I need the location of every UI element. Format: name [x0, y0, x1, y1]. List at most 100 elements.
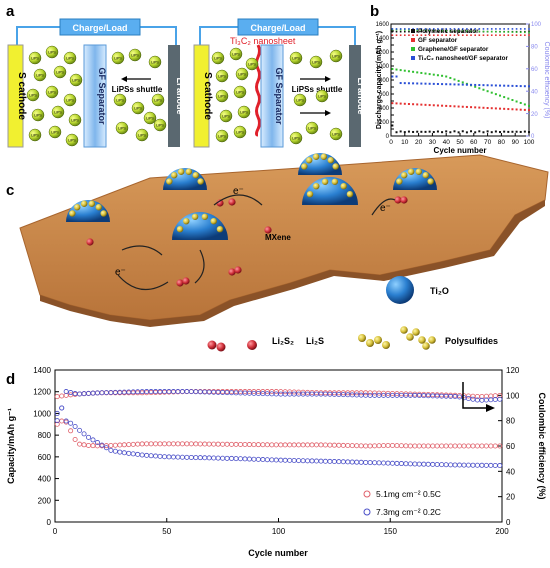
- panel-b-capacity-point: [445, 83, 448, 86]
- panel-b-capacity-point: [453, 78, 456, 81]
- lips-ball: [131, 101, 145, 115]
- panel-b-efficiency-point: [499, 28, 501, 30]
- panel-b-capacity-point: [503, 84, 506, 87]
- panel-b-efficiency-point: [495, 34, 497, 36]
- panel-b-capacity-point: [407, 70, 410, 73]
- panel-b-efficiency-point: [486, 28, 489, 30]
- panel-b-capacity-point: [528, 131, 530, 134]
- shuttle-arrow-right-lower-head: [325, 110, 331, 116]
- panel-b-capacity-point: [461, 83, 464, 86]
- panel-b-capacity-point: [441, 104, 444, 107]
- panel-b-capacity-point: [428, 104, 431, 107]
- lips-ball-label: LiPS: [312, 61, 320, 65]
- panel-b-capacity-point: [412, 103, 415, 106]
- lips-ball-label: LiPS: [34, 114, 42, 118]
- panel-b-efficiency-point: [515, 28, 518, 30]
- panel-d-label: d: [6, 371, 15, 388]
- panel-b-legend-label: Graphene/GF separator: [418, 46, 489, 53]
- panel-b-capacity-point: [436, 74, 439, 77]
- panel-b-capacity-point: [403, 102, 406, 105]
- lips-ball: [28, 51, 42, 65]
- panel-d-y-tick-label: 1400: [33, 366, 51, 375]
- panel-b-efficiency-point: [445, 34, 447, 36]
- charge-load-box-right: [237, 18, 319, 36]
- electron-label-1: e⁻: [233, 186, 244, 197]
- panel-b-capacity-point: [470, 83, 473, 86]
- panel-b-efficiency-point: [412, 28, 414, 30]
- panel-b-efficiency-point: [432, 30, 435, 33]
- panel-b-capacity-point: [478, 106, 481, 109]
- panel-b-efficiency-point: [507, 28, 510, 30]
- panel-b-capacity-point: [436, 130, 439, 133]
- panel-b-efficiency-point: [424, 29, 427, 32]
- panel-b-capacity-point: [403, 69, 406, 72]
- panel-b-efficiency-point: [515, 31, 518, 33]
- panel-d-x-tick-label: 200: [495, 527, 509, 536]
- panel-c: c e⁻ e⁻ e⁻ MXene Ti₂O Li₂S₂ Li₂S Polysul…: [6, 153, 549, 352]
- lithium-sulfide-bead: [86, 238, 94, 246]
- lips-ball-label: LiPS: [332, 55, 340, 59]
- lips-ball-label: LiPS: [146, 117, 154, 121]
- panel-b-efficiency-point: [515, 34, 518, 36]
- lips-ball: [245, 57, 259, 71]
- panel-b-efficiency-point: [457, 28, 460, 30]
- panel-b-capacity-point: [474, 131, 477, 134]
- polysulfide-legend-bead: [422, 342, 430, 350]
- panel-b-capacity-point: [391, 124, 394, 127]
- panel-b-capacity-point: [503, 96, 506, 99]
- shuttle-arrow-right-upper-head: [325, 76, 331, 82]
- panel-b-y2-tick-label: 0: [531, 134, 535, 140]
- panel-b-capacity-point: [395, 102, 398, 105]
- gf-separator-label-left: GF Separator: [97, 67, 107, 125]
- panel-b-efficiency-point: [399, 34, 402, 36]
- lithium-sulfide-bead: [228, 268, 236, 276]
- panel-b-capacity-point: [428, 73, 431, 76]
- panel-d-capacity-point: [81, 431, 87, 437]
- panel-b-efficiency-point: [416, 34, 419, 36]
- lithium-sulfide-bead: [234, 266, 242, 274]
- panel-b-capacity-point: [507, 84, 510, 87]
- molecules: [86, 196, 436, 352]
- polysulfide-bead: [301, 163, 308, 170]
- s-cathode-right: [193, 44, 210, 148]
- panel-b-efficiency-point: [486, 30, 489, 33]
- panel-b-capacity-point: [453, 83, 456, 86]
- lips-ball: [115, 121, 129, 135]
- panel-b-capacity-point: [478, 84, 481, 87]
- panel-d-legend: 5.1mg cm⁻² 0.5C 7.3mg cm⁻² 0.2C: [363, 489, 441, 517]
- panel-b-efficiency-point: [420, 29, 423, 32]
- polysulfide-bead: [340, 182, 347, 190]
- panel-b-capacity-point: [519, 108, 522, 111]
- panel-b-capacity-point: [445, 75, 448, 78]
- lips-ball-label: LiPS: [151, 61, 159, 65]
- panel-a-label: a: [6, 3, 15, 20]
- panel-b-y-tick-label: 1400: [376, 36, 390, 42]
- panel-b-capacity-point: [515, 84, 518, 87]
- lips-ball-label: LiPS: [31, 57, 39, 61]
- lips-ball-label: LiPS: [131, 54, 139, 58]
- panel-b-efficiency-point: [519, 34, 522, 36]
- panel-d-capacity-point: [94, 440, 100, 446]
- lips-ball-label: LiPS: [292, 57, 300, 61]
- lips-ball: [233, 125, 247, 139]
- polysulfide-bead: [401, 172, 408, 179]
- polysulfide-bead: [396, 178, 403, 185]
- panel-b-efficiency-point: [470, 34, 472, 36]
- panel-b-capacity-point: [391, 67, 394, 70]
- li-anode-label-right: Li anode: [356, 77, 366, 114]
- polysulfide-legend-bead: [358, 334, 366, 342]
- electron-arrow-1: [213, 194, 263, 206]
- panel-b-capacity-point: [441, 74, 444, 77]
- s-cathode-left: [7, 44, 24, 148]
- panel-b-capacity-point: [420, 103, 423, 106]
- panel-d-efficiency-point: [68, 390, 74, 396]
- lips-ball-label: LiPS: [71, 119, 79, 123]
- polysulfide-bead: [177, 168, 185, 175]
- panel-b-capacity-point: [424, 103, 427, 106]
- panel-b-capacity-point: [486, 84, 489, 87]
- panel-d-y2-tick-label: 100: [506, 391, 520, 400]
- panel-b-capacity-point: [507, 130, 510, 133]
- lips-ball-label: LiPS: [318, 95, 326, 99]
- panel-b-y2-tick-label: 60: [531, 67, 538, 73]
- panel-b-efficiency-point: [470, 28, 472, 30]
